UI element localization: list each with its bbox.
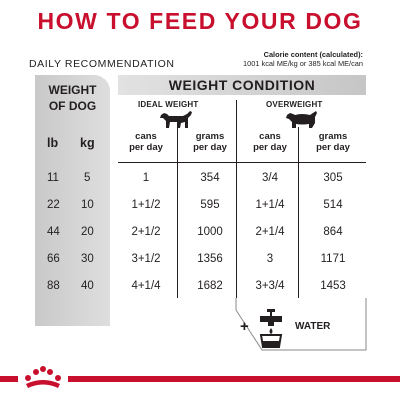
cell-ideal-cans: 1+1/2 — [131, 199, 161, 211]
ideal-grams-head: grams per day — [182, 131, 238, 153]
cell-lb: 11 — [47, 172, 59, 184]
ideal-cans-line2: per day — [129, 142, 163, 153]
water-label: WATER — [295, 321, 331, 332]
ideal-grams-line1: grams — [195, 131, 225, 142]
page-title: HOW TO FEED YOUR DOG — [37, 8, 363, 34]
cell-ideal-grams: 1356 — [197, 253, 223, 265]
cell-kg: 30 — [81, 253, 94, 265]
overweight-title: OVERWEIGHT — [266, 100, 323, 109]
ideal-grams-line2: per day — [193, 142, 227, 153]
water-faucet-icon — [259, 309, 283, 348]
cell-over-grams: 1453 — [320, 280, 346, 292]
cell-ideal-grams: 354 — [200, 172, 220, 184]
cell-over-grams: 514 — [323, 199, 343, 211]
weight-of-dog-panel — [35, 75, 110, 326]
cell-over-grams: 305 — [323, 172, 343, 184]
cell-ideal-grams: 595 — [200, 199, 220, 211]
cell-lb: 88 — [47, 280, 60, 292]
ideal-weight-title: IDEAL WEIGHT — [138, 100, 199, 109]
plus-sign: + — [240, 318, 249, 335]
header-divider — [118, 162, 366, 163]
cell-over-cans: 3/4 — [262, 172, 278, 184]
ideal-divider — [177, 127, 178, 298]
cell-ideal-grams: 1682 — [197, 280, 223, 292]
cell-kg: 20 — [81, 226, 94, 238]
over-cans-line2: per day — [253, 142, 287, 153]
cell-lb: 22 — [47, 199, 60, 211]
calorie-title: Calorie content (calculated): — [263, 50, 363, 59]
cell-over-cans: 1+1/4 — [255, 199, 285, 211]
weight-condition-header — [118, 75, 366, 95]
ideal-cans-line1: cans — [135, 131, 157, 142]
cell-kg: 10 — [81, 199, 94, 211]
brand-red-bar — [0, 376, 400, 382]
dog-overweight-icon — [286, 111, 317, 128]
cell-ideal-grams: 1000 — [197, 226, 223, 238]
royal-canin-crown-icon — [25, 366, 61, 388]
over-grams-head: grams per day — [305, 131, 361, 153]
cell-ideal-cans: 2+1/2 — [131, 226, 161, 238]
cell-ideal-cans: 4+1/4 — [131, 280, 161, 292]
cell-over-cans: 2+1/4 — [255, 226, 285, 238]
calorie-text: 1001 kcal ME/kg or 385 kcal ME/can — [243, 58, 363, 68]
section-divider — [236, 100, 237, 298]
cell-over-cans: 3 — [266, 253, 274, 265]
weight-title-line1: WEIGHT — [48, 83, 97, 97]
cell-ideal-cans: 3+1/2 — [131, 253, 161, 265]
dog-ideal-icon — [160, 111, 192, 128]
over-grams-line1: grams — [318, 131, 348, 142]
cell-ideal-cans: 1 — [142, 172, 150, 184]
cell-over-cans: 3+3/4 — [255, 280, 285, 292]
cell-kg: 5 — [84, 172, 91, 184]
weight-title-line2: OF DOG — [48, 99, 97, 113]
daily-recommendation-label: DAILY RECOMMENDATION — [29, 58, 175, 70]
column-kg: kg — [80, 136, 95, 150]
cell-lb: 66 — [47, 253, 60, 265]
column-lb: lb — [47, 136, 59, 150]
over-cans-head: cans per day — [242, 131, 298, 153]
cell-over-grams: 1171 — [320, 253, 346, 265]
over-divider — [298, 127, 299, 298]
cell-over-grams: 864 — [323, 226, 343, 238]
weight-of-dog-title: WEIGHT OF DOG — [35, 82, 110, 114]
calorie-content: Calorie content (calculated): 1001 kcal … — [243, 50, 363, 68]
weight-condition-title: WEIGHT CONDITION — [168, 77, 316, 93]
cell-lb: 44 — [47, 226, 60, 238]
cell-kg: 40 — [81, 280, 94, 292]
over-cans-line1: cans — [259, 131, 281, 142]
ideal-cans-head: cans per day — [118, 131, 174, 153]
over-grams-line2: per day — [316, 142, 350, 153]
